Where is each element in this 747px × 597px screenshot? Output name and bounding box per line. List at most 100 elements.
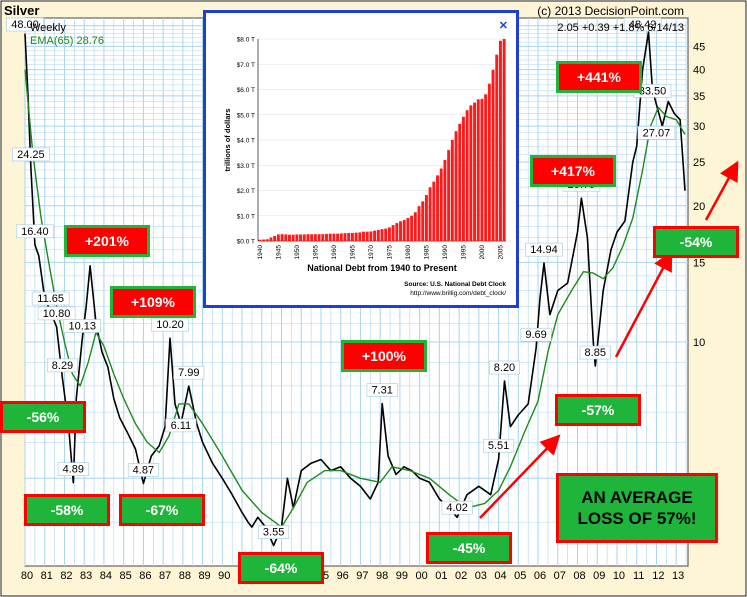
debt-x-tick: 1940	[257, 245, 264, 260]
x-tick-label: 97	[356, 570, 368, 582]
x-tick-label: 96	[337, 570, 349, 582]
x-tick-label: 81	[41, 570, 53, 582]
debt-bar	[265, 239, 269, 241]
loss-box: -45%	[426, 532, 512, 564]
x-tick-label: 80	[21, 570, 33, 582]
red-arrow	[479, 434, 561, 519]
debt-bar	[369, 231, 373, 241]
debt-bar	[295, 234, 299, 241]
x-tick-label: 02	[455, 570, 467, 582]
gain-box: +100%	[341, 340, 427, 372]
price-label: 10.20	[151, 317, 189, 332]
debt-bar	[402, 220, 406, 241]
debt-y-tick: $5.0 T	[237, 112, 255, 119]
x-tick-label: 05	[514, 570, 526, 582]
x-tick-label: 85	[120, 570, 132, 582]
close-icon[interactable]: ✕	[498, 20, 508, 32]
price-label-text: 5.51	[488, 440, 509, 452]
x-tick-label: 99	[396, 570, 408, 582]
price-label-text: 33.50	[639, 85, 667, 97]
price-label-bg	[63, 319, 102, 333]
price-label-bg	[258, 525, 290, 539]
x-tick-label: 06	[534, 570, 546, 582]
debt-bar	[469, 105, 473, 241]
price-label-text: 10.20	[156, 319, 184, 331]
x-tick-label: 04	[494, 570, 506, 582]
debt-y-tick: $0.0 T	[237, 239, 255, 246]
y-tick-label: 20	[693, 201, 705, 213]
price-label-text: 27.07	[643, 127, 671, 139]
debt-y-tick: $7.0 T	[237, 62, 255, 69]
debt-source: Source: U.S. National Debt Clock	[404, 281, 506, 288]
debt-bar	[391, 225, 395, 241]
debt-bar	[473, 102, 476, 241]
debt-bar	[484, 94, 488, 241]
price-label: 48.42	[623, 17, 662, 32]
debt-bar	[413, 212, 417, 241]
price-label: 7.99	[173, 365, 205, 380]
price-label: 16.40	[16, 224, 54, 239]
debt-bar	[373, 230, 377, 241]
price-label: 14.94	[525, 242, 563, 257]
x-tick-label: 88	[179, 570, 191, 582]
x-tick-label: 00	[415, 570, 427, 582]
price-label-text: 48.00	[11, 19, 39, 31]
price-label: 8.85	[579, 345, 611, 360]
x-tick-label: 82	[60, 570, 72, 582]
debt-bar	[406, 218, 410, 241]
red-arrow	[704, 160, 739, 221]
price-label-text: 8.20	[494, 362, 515, 374]
debt-chart: $0.0 T $1.0 T $2.0 T $3.0 T $4.0 T $5.0 T $6.0…	[223, 37, 506, 298]
ema-legend: EMA(65) 28.76	[30, 35, 104, 47]
debt-y-label: trillions of dollars	[223, 109, 232, 172]
gain-box: +417%	[530, 155, 616, 187]
price-label-bg	[16, 224, 54, 239]
x-tick-label: 90	[218, 570, 230, 582]
debt-bar	[276, 234, 280, 241]
summary-box: AN AVERAGE LOSS OF 57%!	[556, 473, 718, 543]
debt-bar	[458, 123, 462, 241]
debt-bar	[399, 221, 402, 241]
price-label-text: 10.80	[43, 308, 71, 320]
price-label-text: 7.31	[371, 385, 392, 397]
debt-bar	[424, 195, 428, 241]
debt-bar	[476, 99, 480, 241]
price-label-bg	[637, 126, 676, 140]
x-tick-label: 13	[672, 570, 684, 582]
red-arrow	[614, 250, 673, 358]
price-label-bg	[127, 463, 159, 477]
debt-bar	[395, 223, 399, 241]
x-tick-label: 83	[80, 570, 92, 582]
price-label-text: 8.29	[52, 360, 73, 372]
debt-bar	[410, 215, 414, 241]
debt-bar	[454, 131, 458, 241]
debt-bar	[299, 234, 303, 241]
loss-box: -56%	[0, 401, 86, 433]
debt-bar	[347, 232, 351, 241]
debt-bar	[465, 110, 469, 241]
price-quote: 2.05 +0.39 +1.8% 6/14/13	[557, 22, 684, 34]
summary-line-2: LOSS OF 57%!	[577, 509, 697, 528]
price-label-bg	[6, 17, 44, 32]
debt-y-tick: $2.0 T	[237, 188, 255, 195]
debt-x-tick: 1980	[405, 245, 412, 260]
debt-bar	[432, 181, 436, 241]
loss-box: -57%	[555, 394, 641, 426]
x-tick-label: 12	[652, 570, 664, 582]
price-label: 10.13	[63, 319, 102, 333]
debt-y-tick: $8.0 T	[237, 37, 255, 44]
debt-x-tick: 1960	[331, 245, 338, 260]
x-tick-label: 01	[435, 570, 447, 582]
price-label: 10.80	[37, 306, 76, 321]
price-label-text: 4.89	[63, 464, 84, 476]
y-tick-label: 35	[693, 91, 705, 103]
price-series-line	[24, 31, 686, 547]
loss-box: -64%	[238, 552, 324, 584]
gain-box: +109%	[110, 286, 196, 318]
price-label: 48.00	[6, 17, 44, 32]
debt-bar	[491, 69, 495, 242]
debt-bar	[350, 232, 354, 241]
price-label-bg	[488, 360, 520, 375]
x-tick-label: 86	[139, 570, 151, 582]
y-tick-label: 15	[693, 257, 705, 269]
